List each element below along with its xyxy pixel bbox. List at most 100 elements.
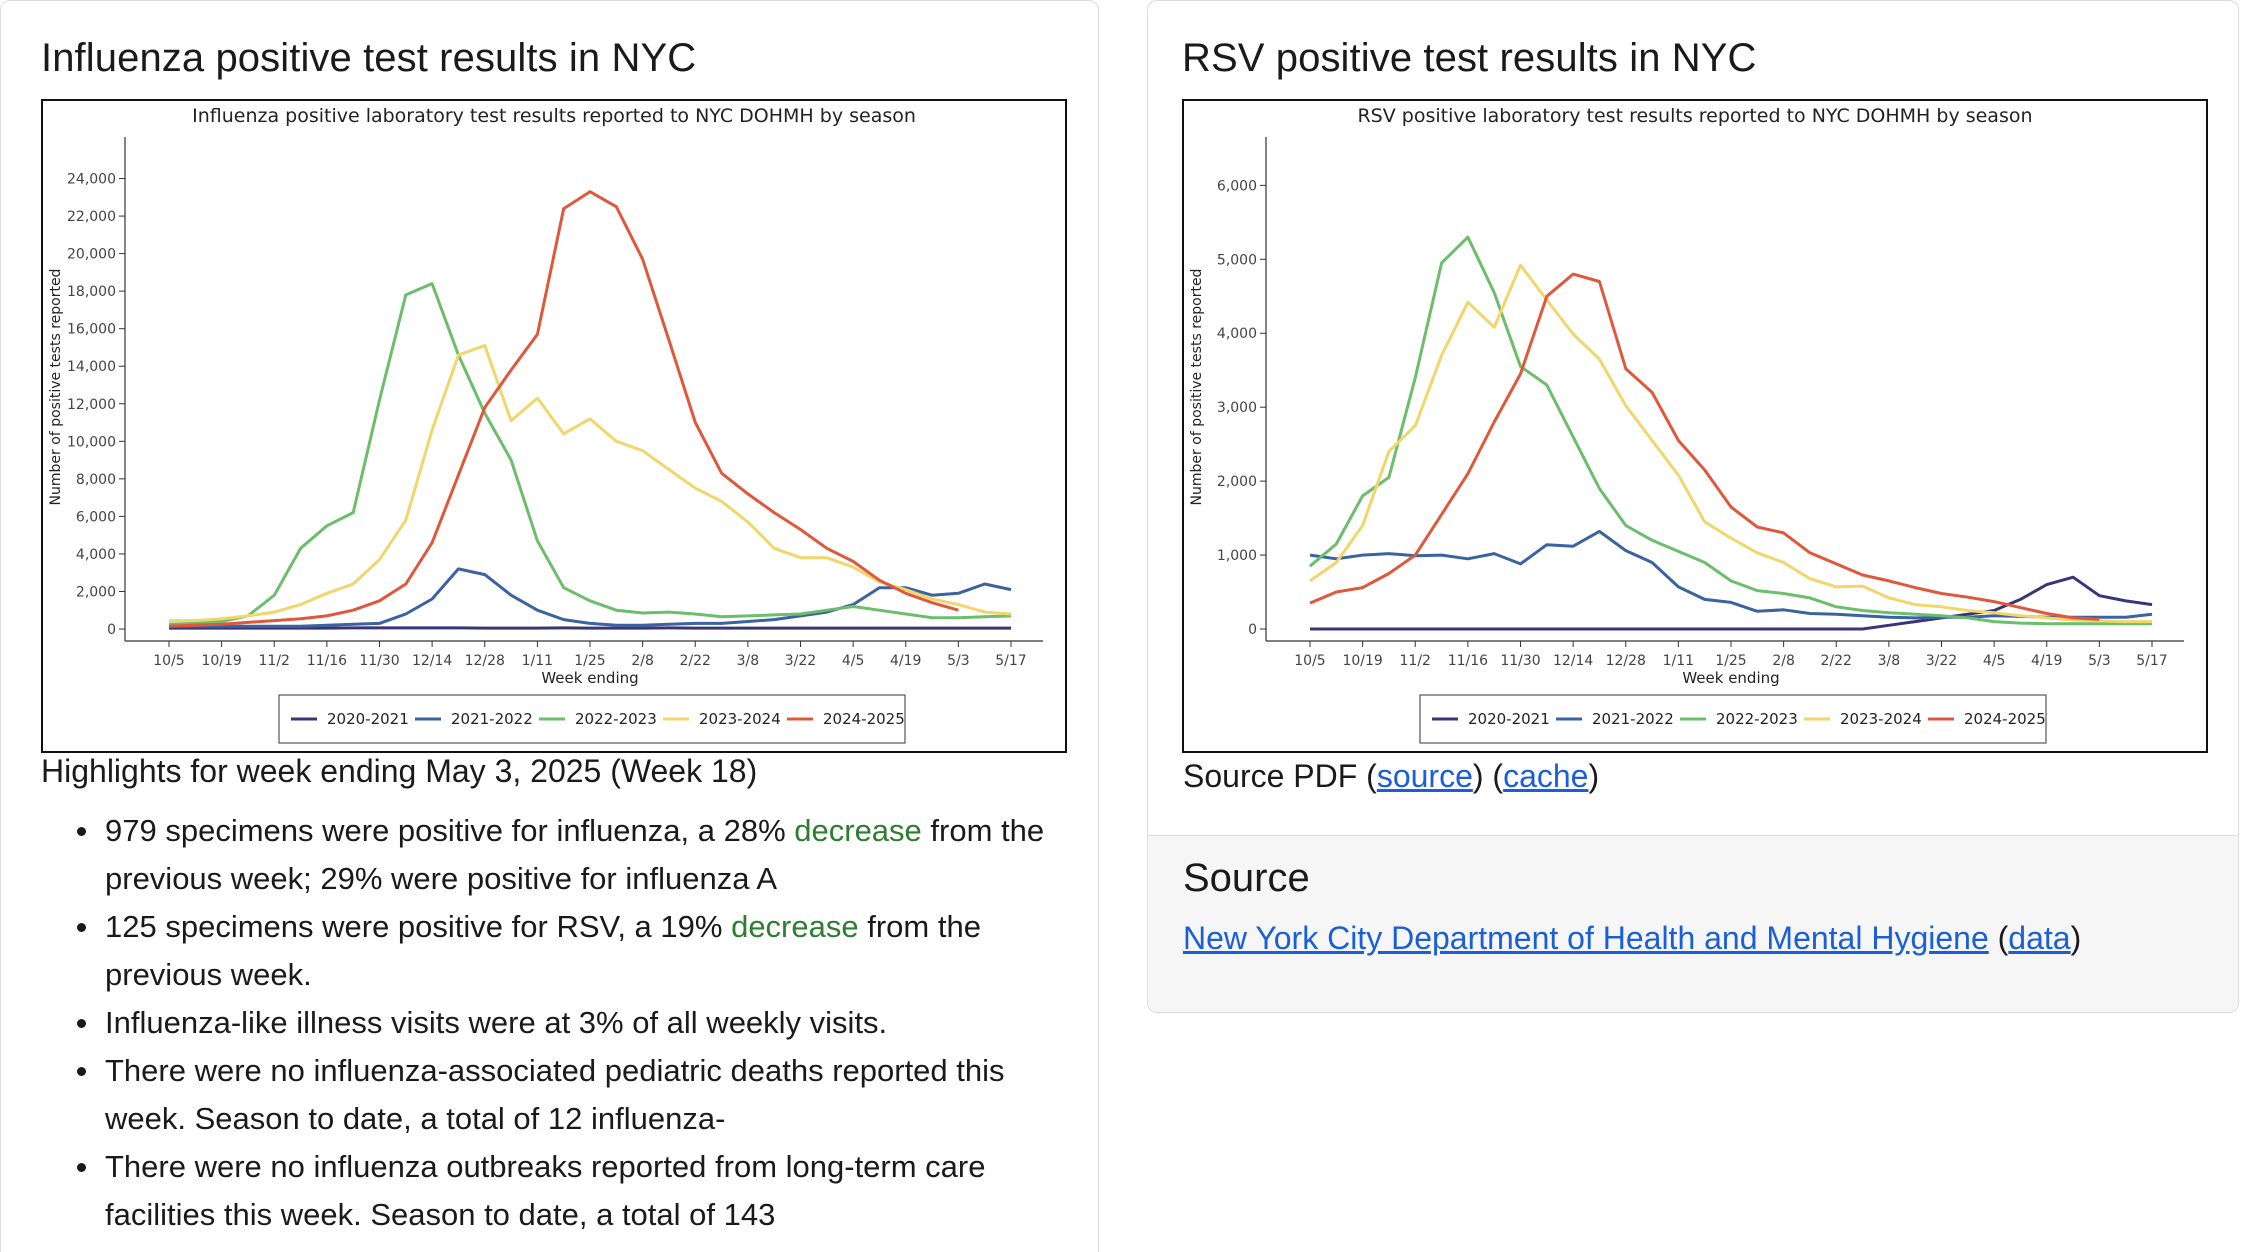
y-tick-label: 2,000 <box>76 584 116 600</box>
source-footer: Source New York City Department of Healt… <box>1148 835 2238 1012</box>
x-tick-label: 12/14 <box>412 653 452 669</box>
source-heading: Source <box>1183 856 1310 900</box>
x-tick-label: 2/22 <box>680 653 711 669</box>
nyc-dohmh-link[interactable]: New York City Department of Health and M… <box>1183 920 1989 956</box>
legend-label: 2021-2022 <box>1592 710 1674 728</box>
y-tick-label: 6,000 <box>76 509 116 525</box>
decrease-text: decrease <box>731 909 859 944</box>
x-tick-label: 10/19 <box>1342 653 1382 669</box>
rsv-card-title: RSV positive test results in NYC <box>1182 36 1757 80</box>
y-tick-label: 8,000 <box>76 472 116 488</box>
y-tick-label: 10,000 <box>67 434 116 450</box>
y-tick-label: 0 <box>1248 622 1257 638</box>
highlight-item: 125 specimens were positive for RSV, a 1… <box>41 903 1081 999</box>
rsv-card: RSV positive test results in NYC RSV pos… <box>1147 0 2239 1013</box>
x-axis-label: Week ending <box>541 669 638 687</box>
x-tick-label: 4/5 <box>1983 653 2006 669</box>
x-tick-label: 10/5 <box>1294 653 1325 669</box>
decrease-text: decrease <box>794 813 922 848</box>
data-link[interactable]: data <box>2008 920 2071 956</box>
x-tick-label: 11/16 <box>1448 653 1488 669</box>
influenza-chart-svg: Influenza positive laboratory test resul… <box>48 105 1043 744</box>
influenza-card-title: Influenza positive test results in NYC <box>41 36 697 80</box>
x-tick-label: 3/8 <box>737 653 760 669</box>
highlights-title: Highlights for week ending May 3, 2025 (… <box>41 753 758 789</box>
legend-label: 2020-2021 <box>327 710 409 728</box>
series-line-2023-2024 <box>1309 263 2152 624</box>
highlight-item: There were no influenza outbreaks report… <box>41 1143 1081 1239</box>
legend-label: 2023-2024 <box>699 710 781 728</box>
x-tick-label: 4/5 <box>842 653 865 669</box>
legend-label: 2022-2023 <box>575 710 657 728</box>
legend-label: 2024-2025 <box>1964 710 2046 728</box>
x-tick-label: 4/19 <box>890 653 921 669</box>
source-link[interactable]: source <box>1376 758 1473 794</box>
x-tick-label: 3/8 <box>1878 653 1901 669</box>
series-line-2022-2023 <box>168 282 1012 626</box>
y-axis-label: Number of positive tests reported <box>48 269 64 506</box>
series-line-2020-2021 <box>1310 575 2153 631</box>
highlights-list: 979 specimens were positive for influenz… <box>41 807 1081 1239</box>
legend-label: 2020-2021 <box>1468 710 1550 728</box>
legend-label: 2022-2023 <box>1716 710 1798 728</box>
x-tick-label: 5/17 <box>995 653 1026 669</box>
x-tick-label: 12/28 <box>1606 653 1646 669</box>
y-tick-label: 24,000 <box>67 172 116 188</box>
series-line-2021-2022 <box>1309 529 2153 620</box>
x-axis-label: Week ending <box>1682 669 1779 687</box>
y-tick-label: 5,000 <box>1217 252 1257 268</box>
x-tick-label: 11/2 <box>259 653 290 669</box>
y-tick-label: 1,000 <box>1217 548 1257 564</box>
series-line-2021-2022 <box>169 567 1012 628</box>
y-tick-label: 4,000 <box>1217 326 1257 342</box>
chart-title: RSV positive laboratory test results rep… <box>1357 105 2032 127</box>
x-tick-label: 11/30 <box>359 653 399 669</box>
x-tick-label: 3/22 <box>1926 653 1957 669</box>
x-tick-label: 5/3 <box>947 653 970 669</box>
y-tick-label: 12,000 <box>67 397 116 413</box>
legend-label: 2021-2022 <box>451 710 533 728</box>
source-pdf-line: Source PDF (source) (cache) <box>1183 758 1600 794</box>
x-tick-label: 11/16 <box>307 653 347 669</box>
highlight-item: 979 specimens were positive for influenz… <box>41 807 1081 903</box>
rsv-chart: RSV positive laboratory test results rep… <box>1182 99 2208 753</box>
x-tick-label: 1/11 <box>1663 653 1694 669</box>
x-tick-label: 12/14 <box>1553 653 1593 669</box>
x-tick-label: 1/25 <box>574 653 605 669</box>
x-tick-label: 2/8 <box>1772 653 1795 669</box>
x-tick-label: 4/19 <box>2031 653 2062 669</box>
series-line-2024-2025 <box>168 190 959 628</box>
y-tick-label: 2,000 <box>1217 474 1257 490</box>
legend-label: 2024-2025 <box>823 710 905 728</box>
x-tick-label: 1/25 <box>1715 653 1746 669</box>
y-tick-label: 22,000 <box>67 209 116 225</box>
x-tick-label: 12/28 <box>465 653 505 669</box>
x-tick-label: 1/11 <box>522 653 553 669</box>
cache-link[interactable]: cache <box>1503 758 1589 794</box>
x-tick-label: 11/30 <box>1500 653 1540 669</box>
x-tick-label: 2/8 <box>631 653 654 669</box>
y-tick-label: 16,000 <box>67 322 116 338</box>
highlight-item: There were no influenza-associated pedia… <box>41 1047 1081 1143</box>
series-line-2024-2025 <box>1309 272 2100 621</box>
highlight-item: Influenza-like illness visits were at 3%… <box>41 999 1081 1047</box>
y-tick-label: 14,000 <box>67 359 116 375</box>
x-tick-label: 5/3 <box>2088 653 2111 669</box>
influenza-card: Influenza positive test results in NYC I… <box>0 0 1099 1252</box>
y-tick-label: 4,000 <box>76 547 116 563</box>
chart-title: Influenza positive laboratory test resul… <box>192 105 916 127</box>
y-tick-label: 0 <box>107 622 116 638</box>
x-tick-label: 10/5 <box>153 653 184 669</box>
x-tick-label: 2/22 <box>1821 653 1852 669</box>
y-tick-label: 20,000 <box>67 247 116 263</box>
legend-label: 2023-2024 <box>1840 710 1922 728</box>
rsv-chart-svg: RSV positive laboratory test results rep… <box>1189 105 2184 744</box>
y-tick-label: 6,000 <box>1217 178 1257 194</box>
series-line-2023-2024 <box>169 344 1012 623</box>
x-tick-label: 3/22 <box>785 653 816 669</box>
source-footer-line: New York City Department of Health and M… <box>1183 920 2082 956</box>
x-tick-label: 10/19 <box>201 653 241 669</box>
x-tick-label: 11/2 <box>1400 653 1431 669</box>
influenza-chart: Influenza positive laboratory test resul… <box>41 99 1067 753</box>
y-tick-label: 18,000 <box>67 284 116 300</box>
